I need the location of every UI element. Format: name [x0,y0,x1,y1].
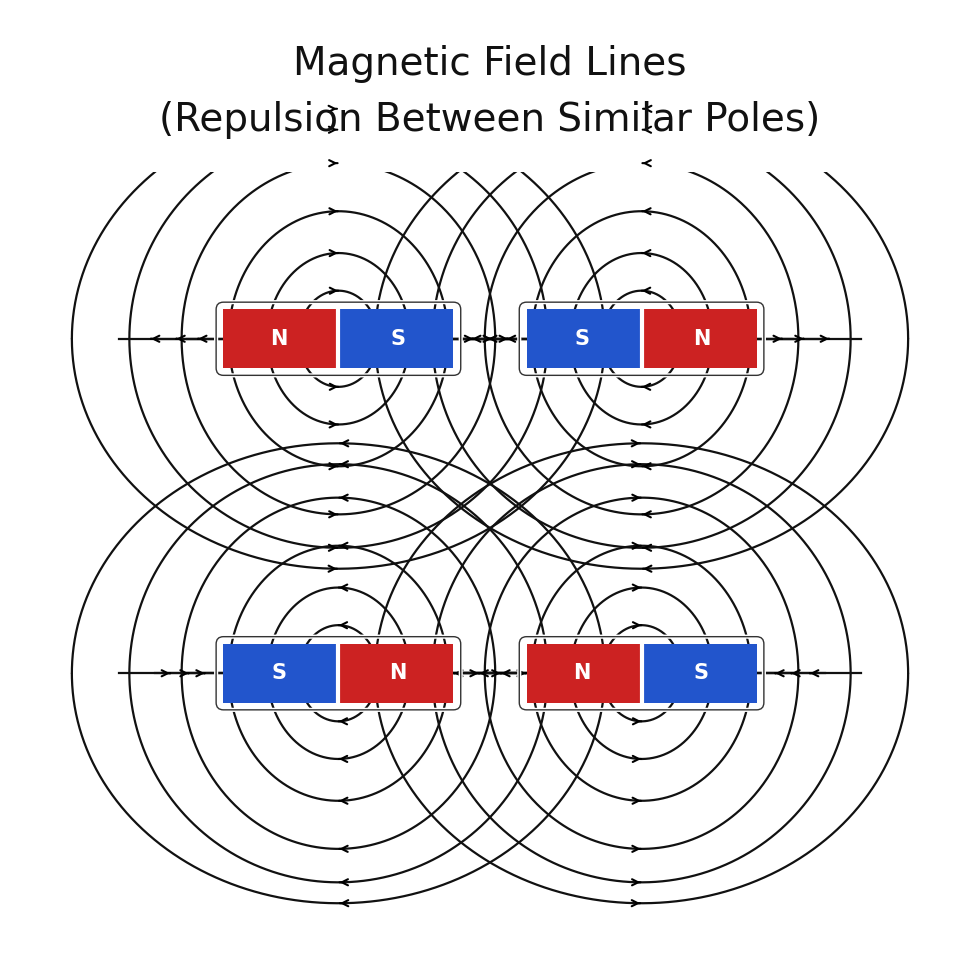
Text: S: S [271,663,286,683]
Bar [223,310,338,368]
Text: (Repulsion Between Similar Poles): (Repulsion Between Similar Poles) [160,101,820,138]
Bar [338,644,454,703]
Text: S: S [574,328,589,349]
Bar [642,644,757,703]
Bar [526,644,642,703]
Text: N: N [693,328,710,349]
Text: Magnetic Field Lines: Magnetic Field Lines [293,45,687,82]
Text: N: N [573,663,591,683]
Text: S: S [694,663,709,683]
Bar [642,310,757,368]
Text: S: S [391,328,406,349]
Text: N: N [389,663,407,683]
Bar [223,644,338,703]
Text: N: N [270,328,287,349]
Bar [526,310,642,368]
Bar [338,310,454,368]
